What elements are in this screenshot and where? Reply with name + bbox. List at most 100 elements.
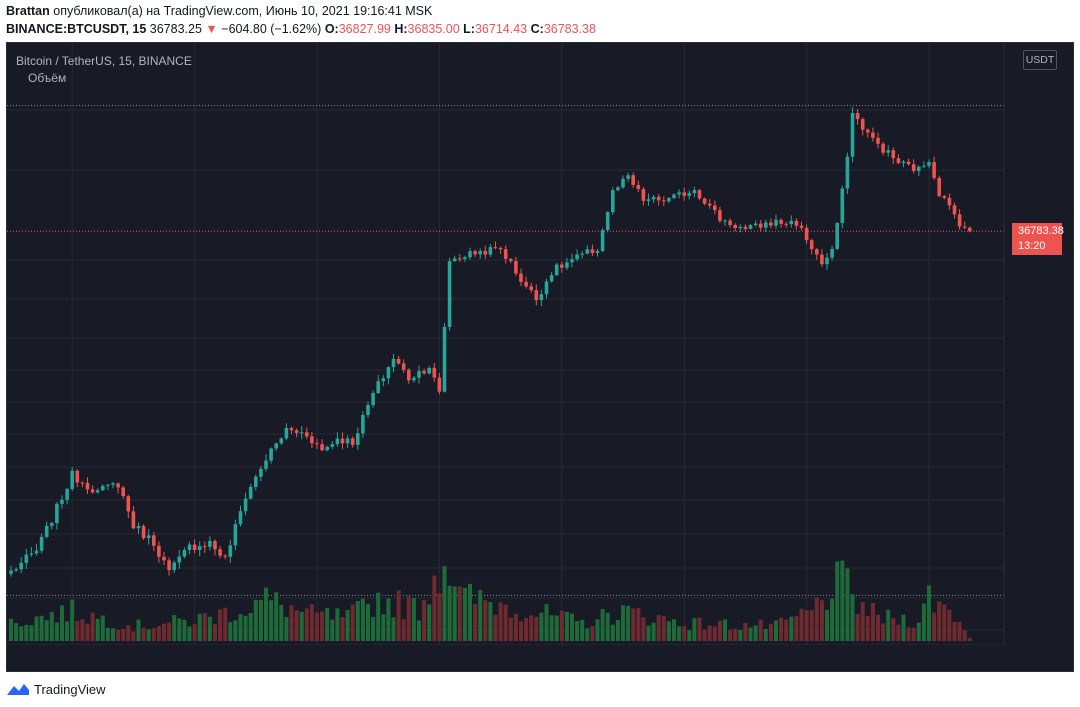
- volume-bar: [121, 629, 126, 641]
- volume-bar: [54, 622, 59, 641]
- candle-body: [646, 199, 651, 201]
- candle-body: [809, 240, 814, 250]
- candle-body: [29, 553, 34, 555]
- candle-body: [274, 443, 278, 449]
- volume-bar: [580, 619, 585, 641]
- volume-bar: [422, 599, 427, 641]
- candle-body: [906, 161, 911, 165]
- volume-bar: [651, 622, 656, 641]
- volume-bar: [493, 614, 498, 641]
- volume-bar: [748, 627, 753, 641]
- volume-bar: [304, 608, 309, 641]
- volume-bar: [743, 622, 748, 641]
- volume-bar: [233, 620, 238, 641]
- volume-bar: [595, 619, 600, 641]
- volume-bar: [840, 560, 845, 641]
- volume-bar: [865, 615, 870, 641]
- volume-bar: [243, 615, 248, 641]
- chart-frame[interactable]: 38400.0037600.0036400.0035900.0035400.00…: [6, 42, 1074, 672]
- symbol-name[interactable]: BINANCE:BTCUSDT, 15: [6, 22, 147, 36]
- volume-bar: [524, 618, 529, 641]
- candle-body: [208, 541, 212, 547]
- volume-bar: [44, 620, 49, 641]
- candle-body: [131, 511, 136, 529]
- volume-bar: [937, 601, 942, 641]
- volume-bar: [794, 616, 799, 641]
- candle-body: [922, 165, 926, 167]
- volume-bar: [105, 627, 110, 641]
- candle-body: [718, 210, 722, 221]
- volume-bar: [881, 623, 886, 641]
- candle-body: [121, 487, 125, 497]
- candle-body: [667, 197, 671, 202]
- volume-bar: [320, 611, 325, 641]
- candle-body: [371, 392, 375, 406]
- candle-body: [524, 281, 528, 287]
- volume-bar: [911, 627, 916, 641]
- volume-bar: [809, 610, 814, 641]
- author-name[interactable]: Brattan: [6, 4, 50, 18]
- volume-bar: [957, 621, 962, 641]
- candle-body: [651, 196, 656, 200]
- candle-body: [85, 482, 90, 490]
- volume-bar: [437, 593, 442, 641]
- tradingview-footer[interactable]: TradingView: [6, 678, 106, 700]
- volume-bar: [513, 613, 518, 641]
- candle-body: [269, 448, 273, 461]
- volume-bar: [728, 629, 733, 641]
- volume-indicator-label[interactable]: Объём: [28, 71, 67, 85]
- volume-bar: [417, 620, 421, 641]
- candle-body: [733, 225, 737, 229]
- candle-body: [284, 428, 289, 439]
- candle-body: [14, 569, 18, 571]
- candle-body: [9, 570, 13, 574]
- close-value: 36783.38: [543, 22, 596, 36]
- chart-canvas[interactable]: 38400.0037600.0036400.0035900.0035400.00…: [7, 43, 1007, 645]
- volume-bar: [406, 596, 411, 641]
- candle-body: [223, 555, 227, 557]
- candle-body: [157, 545, 161, 557]
- volume-bar: [269, 600, 274, 641]
- candle-body: [330, 444, 335, 447]
- volume-bar: [207, 616, 212, 641]
- candle-body: [361, 414, 365, 434]
- candle-body: [917, 166, 921, 171]
- volume-bar: [870, 602, 875, 641]
- volume-bar: [804, 610, 809, 641]
- bar-countdown: 13:20: [1018, 240, 1046, 252]
- candle-body: [799, 225, 804, 228]
- volume-bar: [325, 608, 330, 641]
- volume-bar: [381, 614, 386, 641]
- candle-body: [70, 470, 74, 490]
- volume-bar: [672, 619, 676, 641]
- candle-body: [927, 162, 931, 166]
- volume-bar: [774, 620, 778, 641]
- currency-badge[interactable]: USDT: [1023, 50, 1057, 70]
- volume-bar: [213, 624, 217, 641]
- candle-body: [366, 405, 370, 415]
- volume-bar: [447, 585, 452, 641]
- volume-bar: [687, 630, 692, 641]
- candle-body: [947, 197, 952, 206]
- volume-bar: [723, 619, 727, 641]
- candle-body: [728, 220, 732, 226]
- candle-body: [769, 222, 773, 226]
- candle-body: [952, 205, 957, 215]
- candle-body: [616, 187, 620, 191]
- candle-body: [315, 443, 319, 445]
- candle-body: [738, 226, 743, 229]
- candle-body: [305, 432, 309, 437]
- volume-bar: [967, 637, 972, 641]
- volume-bar: [315, 612, 319, 641]
- candle-body: [39, 536, 44, 551]
- candle-body: [784, 223, 788, 225]
- candle-body: [417, 370, 421, 378]
- volume-bar: [656, 615, 661, 641]
- candle-body: [182, 549, 187, 557]
- candle-body: [289, 428, 294, 431]
- candle-body: [876, 137, 880, 144]
- volume-bar: [187, 626, 192, 641]
- candle-body: [167, 560, 171, 571]
- candle-body: [621, 178, 625, 188]
- candle-body: [391, 358, 396, 368]
